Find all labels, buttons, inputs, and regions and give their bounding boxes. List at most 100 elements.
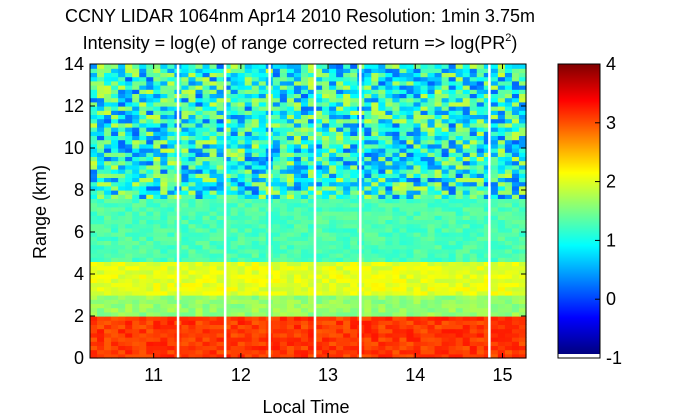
heatmap-cell (153, 131, 161, 136)
heatmap-cell (272, 257, 281, 262)
heatmap-cell (139, 177, 147, 183)
heatmap-cell (188, 232, 197, 237)
heatmap-cell (413, 139, 422, 145)
heatmap-cell (441, 257, 450, 262)
heatmap-cell (420, 106, 429, 111)
heatmap-cell (518, 316, 527, 321)
heatmap-cell (188, 290, 197, 296)
heatmap-cell (181, 190, 190, 195)
heatmap-cell (511, 240, 520, 246)
heatmap-cell (300, 282, 309, 288)
heatmap-cell (90, 106, 98, 111)
heatmap-cell (392, 248, 401, 254)
heatmap-cell (202, 290, 211, 296)
heatmap-cell (118, 328, 126, 334)
heatmap-cell (455, 177, 464, 183)
heatmap-cell (153, 244, 161, 250)
heatmap-cell (413, 328, 422, 334)
heatmap-cell (237, 345, 246, 351)
heatmap-cell (406, 194, 415, 199)
heatmap-cell (504, 307, 513, 313)
heatmap-cell (462, 198, 471, 204)
heatmap-cell (286, 223, 295, 229)
heatmap-cell (399, 68, 408, 73)
heatmap-cell (420, 349, 429, 355)
heatmap-cell (118, 223, 126, 229)
heatmap-cell (448, 127, 457, 132)
heatmap-cell (251, 202, 260, 208)
heatmap-cell (497, 223, 506, 229)
heatmap-cell (427, 349, 436, 355)
heatmap-cell (392, 106, 401, 111)
heatmap-cell (350, 332, 358, 338)
heatmap-cell (125, 345, 133, 351)
heatmap-cell (293, 76, 302, 82)
heatmap-cell (483, 173, 492, 178)
heatmap-cell (322, 93, 330, 99)
heatmap-cell (511, 80, 520, 86)
heatmap-cell (350, 93, 358, 99)
heatmap-cell (125, 80, 133, 86)
heatmap-cell (97, 248, 105, 254)
heatmap-cell (223, 307, 232, 313)
heatmap-cell (343, 97, 351, 103)
heatmap-cell (216, 89, 225, 94)
heatmap-cell (111, 257, 119, 262)
heatmap-cell (462, 307, 471, 313)
heatmap-cell (308, 223, 316, 229)
heatmap-cell (132, 244, 140, 250)
heatmap-cell (364, 181, 372, 187)
heatmap-cell (209, 337, 218, 342)
heatmap-cell (413, 177, 422, 183)
heatmap-cell (476, 337, 485, 342)
heatmap-cell (350, 324, 358, 330)
heatmap-cell (483, 253, 492, 258)
heatmap-cell (434, 152, 443, 157)
heatmap-cell (497, 303, 506, 309)
heatmap-cell (181, 185, 190, 191)
heatmap-cell (483, 185, 492, 191)
heatmap-cell (118, 269, 126, 275)
heatmap-cell (427, 278, 436, 283)
heatmap-cell (244, 156, 253, 162)
heatmap-cell (329, 353, 337, 359)
heatmap-cell (97, 353, 105, 359)
heatmap-cell (434, 349, 443, 355)
heatmap-cell (336, 68, 344, 73)
heatmap-cell (167, 127, 175, 132)
heatmap-cell (511, 181, 520, 187)
heatmap-cell (308, 349, 316, 355)
heatmap-cell (413, 110, 422, 115)
heatmap-cell (399, 269, 408, 275)
heatmap-cell (462, 240, 471, 246)
heatmap-cell (251, 353, 260, 359)
heatmap-cell (441, 253, 450, 258)
heatmap-cell (497, 324, 506, 330)
heatmap-cell (315, 97, 323, 103)
heatmap-cell (483, 181, 492, 187)
heatmap-cell (188, 240, 197, 246)
heatmap-cell (139, 206, 147, 212)
heatmap-cell (378, 156, 386, 162)
heatmap-cell (209, 80, 218, 86)
heatmap-cell (504, 114, 513, 120)
heatmap-cell (237, 169, 246, 174)
heatmap-cell (167, 143, 175, 149)
heatmap-cell (469, 135, 478, 141)
heatmap-cell (209, 93, 218, 99)
heatmap-cell (504, 164, 513, 170)
heatmap-cell (118, 341, 126, 346)
heatmap-cell (160, 265, 168, 271)
heatmap-cell (146, 219, 154, 225)
heatmap-cell (104, 202, 112, 208)
heatmap-cell (300, 227, 309, 233)
heatmap-cell (293, 85, 302, 90)
heatmap-cell (504, 148, 513, 153)
heatmap-cell (167, 240, 175, 246)
heatmap-cell (139, 64, 147, 69)
heatmap-cell (118, 290, 126, 296)
heatmap-cell (125, 85, 133, 90)
heatmap-cell (111, 223, 119, 229)
heatmap-cell (237, 286, 246, 292)
heatmap-cell (329, 122, 337, 128)
